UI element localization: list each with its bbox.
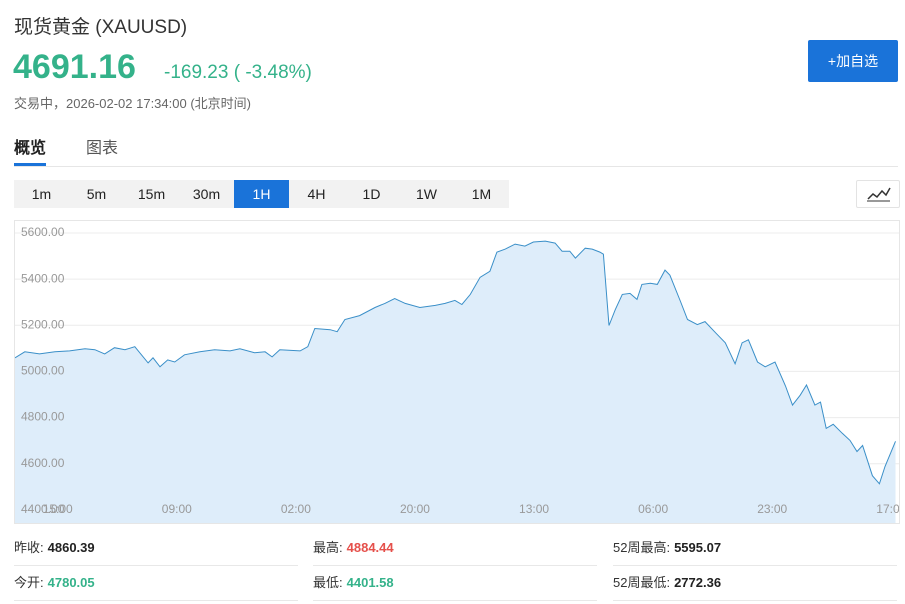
y-tick-label: 5600.00	[21, 225, 65, 239]
interval-button[interactable]: 15m	[137, 186, 166, 202]
stat-item: 昨收: 4860.39	[14, 530, 298, 566]
interval-button[interactable]: 30m	[192, 186, 221, 202]
stat-value: 4780.05	[47, 575, 95, 590]
tab[interactable]: 图表	[86, 140, 119, 157]
y-tick-label: 5000.00	[21, 364, 65, 378]
x-tick-label: 23:00	[757, 502, 787, 516]
price-line	[15, 240, 896, 485]
y-tick-label: 4400.00	[21, 502, 65, 516]
x-tick-label: 06:00	[638, 502, 668, 516]
stat-label: 最低:	[313, 575, 343, 590]
y-tick-label: 4600.00	[21, 456, 65, 470]
stat-item: 最高: 4884.44	[313, 530, 597, 566]
interval-button[interactable]: 1W	[416, 186, 437, 202]
stat-label: 52周最低:	[613, 575, 671, 590]
stat-label: 今开:	[14, 575, 44, 590]
stat-value: 4884.44	[346, 540, 394, 555]
stat-item: 今开: 4780.05	[14, 565, 298, 601]
stat-value: 2772.36	[674, 575, 722, 590]
y-tick-label: 5400.00	[21, 271, 65, 285]
stat-label: 昨收:	[14, 540, 44, 555]
price: 4691.16	[13, 48, 136, 86]
stat-item: 52周最高: 5595.07	[613, 530, 897, 566]
stat-value: 4401.58	[346, 575, 394, 590]
x-tick-label: 15:00	[43, 502, 73, 516]
stat-item: 最低: 4401.58	[313, 565, 597, 601]
title: 现货黄金 (XAUUSD)	[14, 17, 188, 38]
stat-value: 4860.39	[47, 540, 95, 555]
stat-value: 5595.07	[674, 540, 722, 555]
interval-button[interactable]: 1H	[234, 180, 289, 208]
interval-button[interactable]: 1D	[362, 186, 381, 202]
x-tick-label: 13:00	[519, 502, 549, 516]
x-tick-label: 20:00	[400, 502, 430, 516]
tab[interactable]: 概览	[14, 134, 47, 166]
stat-label: 最高:	[313, 540, 343, 555]
area-fill	[15, 241, 896, 523]
chart-icon	[867, 187, 891, 202]
y-tick-label: 4800.00	[21, 410, 65, 424]
price-change: -169.23 ( -3.48%)	[164, 62, 312, 83]
status: 交易中，2026-02-02 17:34:00 (北京时间)	[14, 96, 251, 111]
add-watchlist-button[interactable]: +加自选	[808, 40, 898, 82]
interval-button[interactable]: 5m	[86, 186, 107, 202]
interval-button[interactable]: 1m	[31, 186, 52, 202]
stat-label: 52周最高:	[613, 540, 671, 555]
chart-type-button[interactable]	[856, 180, 900, 208]
price-chart: 4400.00 4600.00 4800.00 5000.00 5200.00 5400.…	[14, 220, 900, 524]
interval-bar: 1m 5m 15m 30m 1H 4H 1D 1W 1M	[14, 180, 509, 208]
tab-bar: 概览 图表	[14, 134, 898, 167]
stat-item: 52周最低: 2772.36	[613, 565, 897, 601]
interval-button[interactable]: 4H	[307, 186, 326, 202]
x-tick-label: 02:00	[281, 502, 311, 516]
x-tick-label: 09:00	[162, 502, 192, 516]
x-tick-label: 17:00	[876, 502, 900, 516]
interval-button[interactable]: 1M	[471, 186, 492, 202]
y-tick-label: 5200.00	[21, 317, 65, 331]
